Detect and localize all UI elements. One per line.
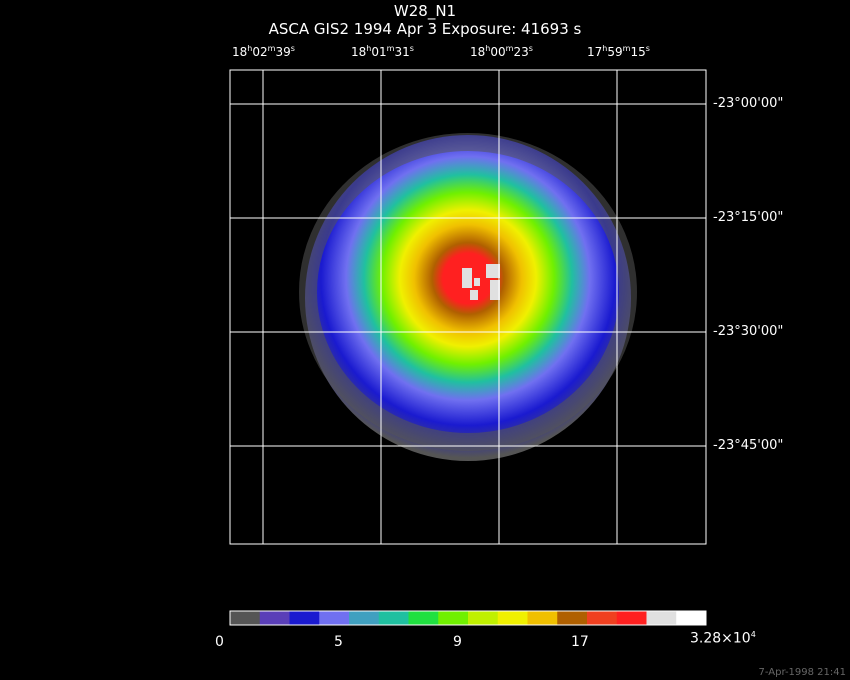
dec-label-1: -23°00'00" [713,96,784,111]
observation-info: ASCA GIS2 1994 Apr 3 Exposure: 41693 s [268,20,582,38]
colorbar-segment [616,611,647,625]
colorbar-label-2: 5 [334,634,343,650]
ra-label-4: 17h59m15s [587,44,650,59]
colorbar-segment [438,611,469,625]
ra-label-2: 18h01m31s [351,44,414,59]
dec-label-4: -23°45'00" [713,438,784,453]
colorbar-segment [587,611,618,625]
object-title: W28_N1 [393,2,457,20]
colorbar-segment [408,611,439,625]
ra-label-1: 18h02m39s [232,44,295,59]
outer-ring-grey [299,133,637,451]
dec-label-2: -23°15'00" [713,210,784,225]
colorbar-segment [468,611,499,625]
timestamp: 7-Apr-1998 21:41 [758,667,846,678]
colorbar-label-4: 17 [571,634,589,650]
colorbar-label-3: 9 [453,634,462,650]
colorbar-segment [319,611,350,625]
colorbar-border [229,610,707,626]
colorbar-label-min: 0 [215,634,224,650]
colorbar-segment [527,611,558,625]
colorbar-segment [497,611,528,625]
colorbar-segment [557,611,588,625]
colorbar-segment [289,611,320,625]
colorbar-segment [230,611,261,625]
dec-label-3: -23°30'00" [713,324,784,339]
colorbar-segment [378,611,409,625]
detector-disk [305,135,631,461]
coordinate-grid [229,69,707,545]
ra-label-3: 18h00m23s [470,44,533,59]
colorbar-segment [646,611,677,625]
colorbar-segment [676,611,707,625]
colorbar [230,611,707,625]
colorbar-label-max: 3.28×104 [690,630,756,647]
colorbar-segment [349,611,380,625]
colorbar-segment [259,611,290,625]
core-blobs [462,264,500,300]
